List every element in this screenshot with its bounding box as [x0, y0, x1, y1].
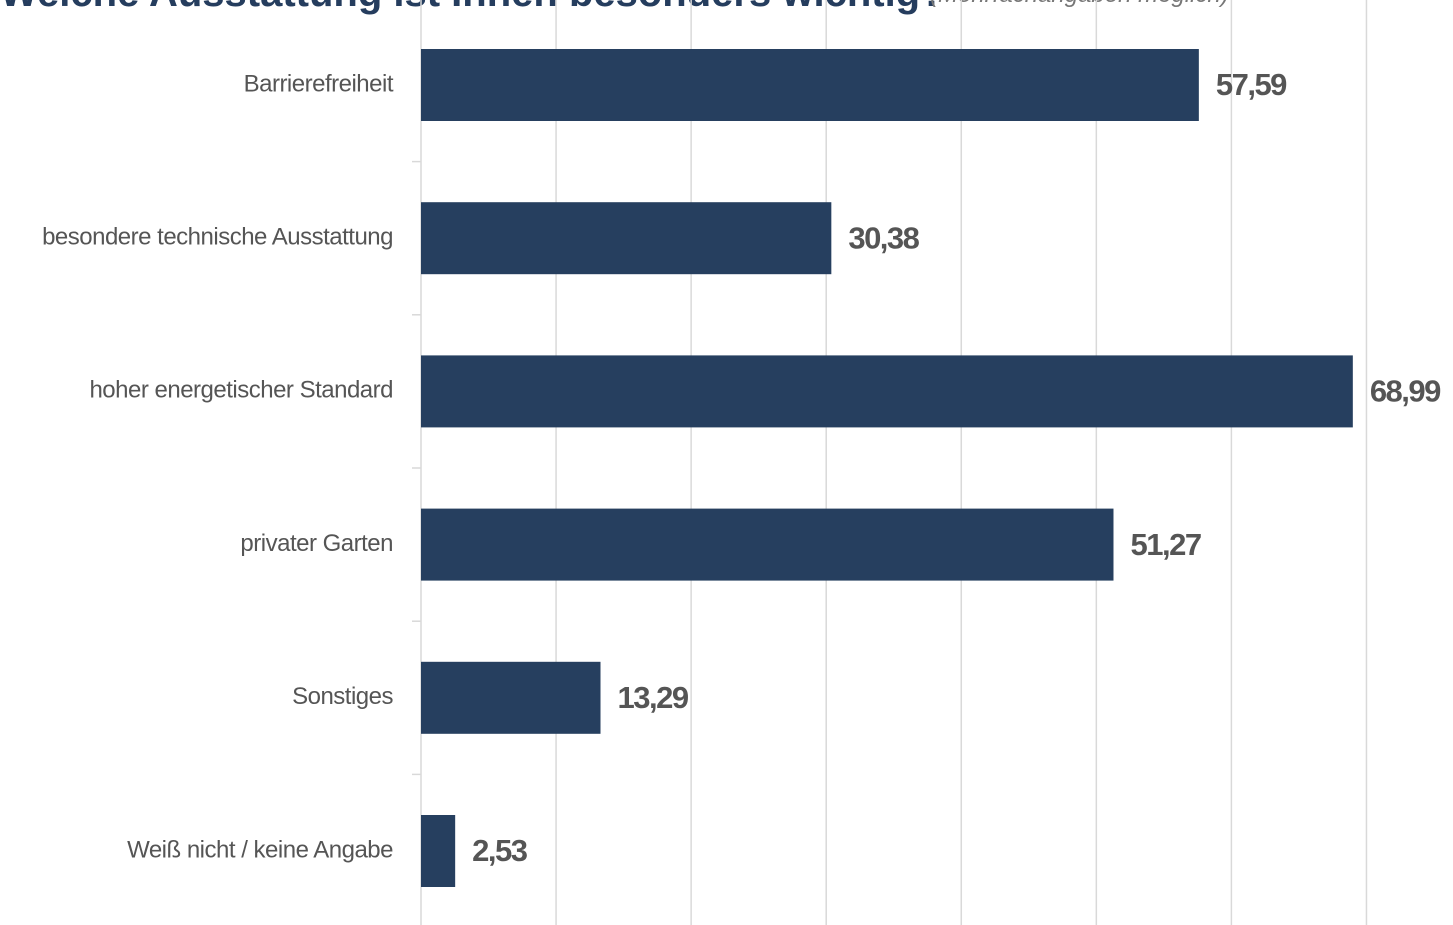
value-label: 57,59: [1216, 67, 1287, 102]
value-label: 2,53: [472, 833, 528, 868]
value-label: 13,29: [618, 680, 689, 715]
y-tick-label: Sonstiges: [292, 683, 393, 710]
bar: [421, 49, 1199, 121]
y-tick-label: hoher energetischer Standard: [89, 377, 393, 404]
bar: [421, 508, 1114, 581]
value-label: 68,99: [1370, 374, 1441, 409]
value-label: 30,38: [848, 220, 919, 255]
bar: [421, 355, 1353, 428]
y-tick-label: Barrierefreiheit: [244, 70, 394, 97]
chart-subtitle: (Mehrfachangaben möglich): [930, 0, 1229, 8]
y-tick-label: Weiß nicht / keine Angabe: [127, 836, 393, 863]
y-tick-label: besondere technische Ausstattung: [42, 224, 393, 251]
bar: [421, 815, 456, 887]
y-tick-label: privater Garten: [240, 530, 393, 557]
value-label: 51,27: [1130, 527, 1200, 562]
chart-title: Welche Ausstattung ist Ihnen besonders w…: [0, 0, 945, 15]
bar: [421, 661, 601, 734]
bar: [421, 202, 832, 275]
